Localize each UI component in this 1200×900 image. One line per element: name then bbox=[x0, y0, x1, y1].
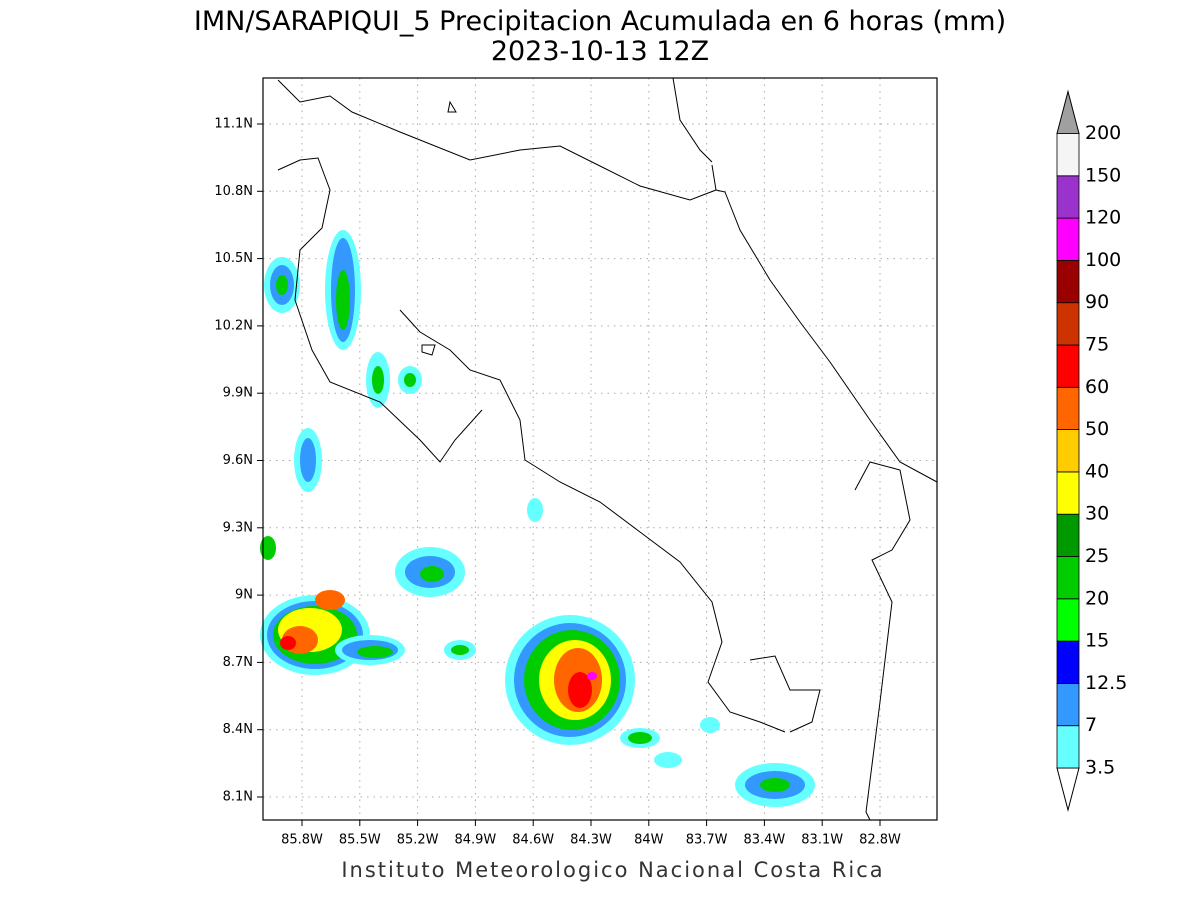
colorbar-label: 200 bbox=[1085, 122, 1121, 144]
colorbar-label: 150 bbox=[1085, 164, 1121, 186]
colorbar-label: 25 bbox=[1085, 545, 1109, 567]
colorbar-label: 75 bbox=[1085, 334, 1109, 356]
colorbar-box bbox=[1056, 513, 1080, 557]
x-axis: 85.8W 85.5W 85.2W 84.9W 84.6W 84.3W 84W 83.7W 83… bbox=[281, 820, 901, 848]
rain-cell bbox=[294, 428, 322, 492]
y-tick-label: 8.1N bbox=[223, 790, 253, 805]
x-tick-label: 85.2W bbox=[397, 833, 439, 848]
colorbar-label: 20 bbox=[1085, 587, 1109, 609]
y-tick-label: 9.6N bbox=[223, 453, 253, 468]
x-tick-label: 84W bbox=[634, 833, 664, 848]
x-tick-label: 84.9W bbox=[454, 833, 496, 848]
x-tick-label: 84.6W bbox=[512, 833, 554, 848]
colorbar-label: 50 bbox=[1085, 418, 1109, 440]
rain-cell bbox=[264, 257, 300, 313]
rain-cell bbox=[735, 763, 815, 807]
colorbar-box bbox=[1056, 217, 1080, 261]
colorbar-over bbox=[1056, 89, 1080, 134]
colorbar-label: 60 bbox=[1085, 376, 1109, 398]
x-tick-label: 83.1W bbox=[801, 833, 843, 848]
title: IMN/SARAPIQUI_5 Precipitacion Acumulada … bbox=[194, 6, 1006, 37]
colorbar-label: 3.5 bbox=[1085, 757, 1115, 779]
y-tick-label: 9.3N bbox=[223, 520, 253, 535]
colorbar-box bbox=[1056, 640, 1080, 684]
colorbar-label: 15 bbox=[1085, 630, 1109, 652]
rain-cell bbox=[260, 352, 720, 768]
y-tick-label: 8.7N bbox=[223, 655, 253, 670]
colorbar-label: 7 bbox=[1085, 714, 1097, 736]
footer: Instituto Meteorologico Nacional Costa R… bbox=[341, 858, 884, 882]
map-area bbox=[260, 77, 938, 821]
y-tick-label: 9.9N bbox=[223, 386, 253, 401]
colorbar-box bbox=[1056, 471, 1080, 515]
colorbar-label: 100 bbox=[1085, 249, 1121, 271]
y-axis: 11.1N 10.8N 10.5N 10.2N 9.9N 9.6N 9.3N 9N 8.7N 8.… bbox=[214, 117, 263, 805]
x-tick-label: 82.8W bbox=[859, 833, 901, 848]
y-tick-label: 9N bbox=[235, 588, 253, 603]
graticule bbox=[263, 78, 937, 820]
colorbar-box bbox=[1056, 175, 1080, 219]
y-tick-label: 8.4N bbox=[223, 722, 253, 737]
colorbar-box bbox=[1056, 725, 1080, 769]
colorbar-box bbox=[1056, 386, 1080, 430]
rain-cell bbox=[395, 547, 465, 597]
y-tick-label: 10.8N bbox=[214, 184, 253, 199]
x-tick-label: 83.4W bbox=[743, 833, 785, 848]
colorbar-label: 120 bbox=[1085, 207, 1121, 229]
colorbar-label: 40 bbox=[1085, 460, 1109, 482]
map-frame bbox=[262, 77, 938, 821]
x-tick-label: 85.8W bbox=[281, 833, 323, 848]
colorbar-box bbox=[1056, 683, 1080, 727]
colorbar-label: 30 bbox=[1085, 503, 1109, 525]
rain-cell bbox=[260, 590, 370, 675]
colorbar: 3.5 7 12.5 15 20 25 30 40 50 60 75 90 100 120 150 200 bbox=[1056, 89, 1127, 812]
x-tick-label: 85.5W bbox=[339, 833, 381, 848]
rain-cell bbox=[325, 230, 361, 350]
x-tick-label: 83.7W bbox=[686, 833, 728, 848]
precipitation-field bbox=[260, 230, 815, 807]
y-tick-label: 11.1N bbox=[214, 117, 253, 132]
colorbar-box bbox=[1056, 556, 1080, 600]
colorbar-under bbox=[1056, 767, 1080, 812]
colorbar-box bbox=[1056, 259, 1080, 304]
colorbar-box bbox=[1056, 598, 1080, 642]
colorbar-label: 90 bbox=[1085, 291, 1109, 313]
subtitle: 2023-10-13 12Z bbox=[491, 36, 709, 67]
y-tick-label: 10.2N bbox=[214, 318, 253, 333]
colorbar-box bbox=[1056, 344, 1080, 388]
colorbar-box bbox=[1056, 133, 1080, 177]
colorbar-label: 12.5 bbox=[1085, 672, 1127, 694]
x-tick-label: 84.3W bbox=[570, 833, 612, 848]
colorbar-box bbox=[1056, 429, 1080, 473]
colorbar-box bbox=[1056, 302, 1080, 346]
rain-cell bbox=[335, 635, 405, 665]
y-tick-label: 10.5N bbox=[214, 251, 253, 266]
coastlines bbox=[277, 77, 938, 821]
rain-cell bbox=[505, 615, 635, 745]
